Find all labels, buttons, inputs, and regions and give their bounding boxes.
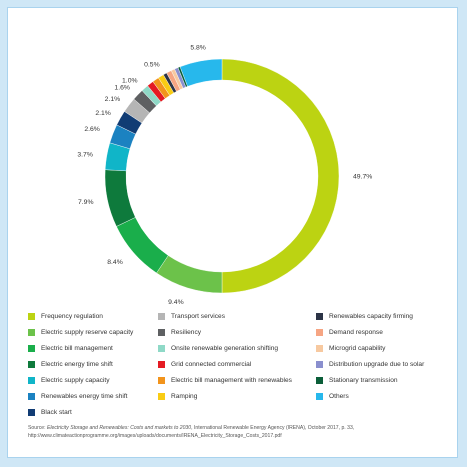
data-label-transport-services: 2.1% <box>105 96 121 103</box>
legend-item-microgrid-capability: Microgrid capability <box>316 340 456 356</box>
legend-item-renewables-capacity-firming: Renewables capacity firming <box>316 308 456 324</box>
data-label-electric-bill-management: 8.4% <box>107 259 123 266</box>
legend-swatch <box>316 376 323 384</box>
legend-swatch <box>28 312 35 320</box>
legend-label: Frequency regulation <box>41 312 103 320</box>
legend-item-distribution-upgrade-due-to-solar: Distribution upgrade due to solar <box>316 356 456 372</box>
legend-item-resiliency: Resiliency <box>158 324 316 340</box>
legend-swatch <box>28 344 35 352</box>
data-label-others: 5.8% <box>190 45 206 52</box>
legend-swatch <box>316 344 323 352</box>
source-rest: , International Renewable Energy Agency … <box>191 425 355 431</box>
legend-swatch <box>28 392 35 400</box>
legend-item-electric-bill-management-with-renewables: Electric bill management with renewables <box>158 372 316 388</box>
data-label-black-start: 2.1% <box>95 110 111 117</box>
donut-chart: 49.7% 9.4% 8.4% 7.9% 3.7% 2.6% 2.1% 2.1% 1.6%1.0… <box>77 45 372 306</box>
legend-label: Electric supply reserve capacity <box>41 328 134 336</box>
legend-item-electric-supply-capacity: Electric supply capacity <box>28 372 158 388</box>
slice-others <box>179 58 223 87</box>
legend-label: Black start <box>41 408 72 416</box>
legend-item-grid-connected-commercial: Grid connected commercial <box>158 356 316 372</box>
data-label-renewables-capacity-firming: 0.5% <box>144 62 160 69</box>
data-label-electric-supply-capacity: 3.7% <box>77 151 93 158</box>
data-label-renewables-energy-time-shift: 2.6% <box>84 126 100 133</box>
legend-label: Renewables energy time shift <box>41 392 128 400</box>
legend-label: Electric bill management <box>41 344 113 352</box>
source-note: Source: Electricity Storage and Renewabl… <box>28 424 448 440</box>
slice-electric-energy-time-shift <box>104 169 136 227</box>
source-title: Electricity Storage and Renewables: Cost… <box>46 425 192 431</box>
legend-label: Stationary transmission <box>329 376 398 384</box>
legend: Frequency regulation Transport services Re… <box>28 308 458 420</box>
legend-item-black-start: Black start <box>28 404 158 420</box>
legend-label: Resiliency <box>171 328 202 336</box>
slice-electric-bill-management <box>116 217 169 274</box>
legend-label: Microgrid capability <box>329 344 386 352</box>
legend-swatch <box>158 328 165 336</box>
legend-swatch <box>28 360 35 368</box>
legend-label: Others <box>329 392 349 400</box>
data-label-electric-supply-reserve-capacity: 9.4% <box>168 299 184 306</box>
legend-swatch <box>158 376 165 384</box>
legend-label: Distribution upgrade due to solar <box>329 360 425 368</box>
legend-label: Demand response <box>329 328 383 336</box>
legend-label: Electric bill management with renewables <box>171 376 292 384</box>
legend-swatch <box>316 392 323 400</box>
legend-item-stationary-transmission: Stationary transmission <box>316 372 456 388</box>
legend-item-frequency-regulation: Frequency regulation <box>28 308 158 324</box>
legend-swatch <box>28 328 35 336</box>
data-label-onsite-renewable-generation-shifting: 1.0% <box>122 77 138 84</box>
legend-item-electric-energy-time-shift: Electric energy time shift <box>28 356 158 372</box>
data-label-frequency-regulation: 49.7% <box>353 174 372 181</box>
legend-swatch <box>28 408 35 416</box>
legend-swatch <box>316 328 323 336</box>
slice-electric-supply-reserve-capacity <box>156 255 223 294</box>
data-label-resiliency: 1.6% <box>114 85 130 92</box>
legend-item-demand-response: Demand response <box>316 324 456 340</box>
source-url[interactable]: http://www.climateactionprogramme.org/im… <box>28 433 282 439</box>
legend-swatch <box>316 312 323 320</box>
legend-swatch <box>158 312 165 320</box>
legend-label: Transport services <box>171 312 225 320</box>
chart-panel: 49.7% 9.4% 8.4% 7.9% 3.7% 2.6% 2.1% 2.1% 1.6% 1.0… <box>7 7 458 458</box>
legend-swatch <box>28 376 35 384</box>
source-prefix: Source: <box>28 425 47 431</box>
legend-item-ramping: Ramping <box>158 388 316 404</box>
legend-swatch <box>158 360 165 368</box>
legend-item-onsite-renewable-generation-shifting: Onsite renewable generation shifting <box>158 340 316 356</box>
legend-item-electric-supply-reserve-capacity: Electric supply reserve capacity <box>28 324 158 340</box>
slice-frequency-regulation <box>221 58 340 294</box>
legend-item-renewables-energy-time-shift: Renewables energy time shift <box>28 388 158 404</box>
legend-label: Grid connected commercial <box>171 360 252 368</box>
legend-label: Electric energy time shift <box>41 360 113 368</box>
data-label-electric-energy-time-shift: 7.9% <box>78 199 94 206</box>
legend-item-transport-services: Transport services <box>158 308 316 324</box>
legend-item-others: Others <box>316 388 456 404</box>
legend-swatch <box>316 360 323 368</box>
legend-label: Electric supply capacity <box>41 376 110 384</box>
legend-label: Onsite renewable generation shifting <box>171 344 279 352</box>
legend-item-electric-bill-management: Electric bill management <box>28 340 158 356</box>
legend-label: Renewables capacity firming <box>329 312 413 320</box>
legend-swatch <box>158 344 165 352</box>
legend-swatch <box>158 392 165 400</box>
legend-label: Ramping <box>171 392 198 400</box>
